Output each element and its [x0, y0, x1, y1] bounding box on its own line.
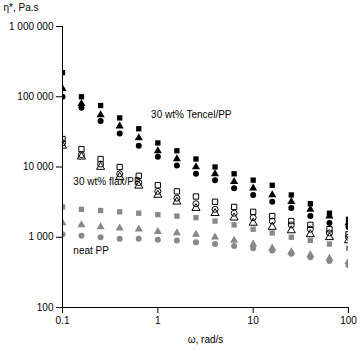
svg-text:10: 10 [248, 315, 260, 326]
svg-text:30 wt% flax/PP: 30 wt% flax/PP [73, 176, 141, 187]
svg-text:1: 1 [155, 315, 161, 326]
svg-text:100 000: 100 000 [17, 91, 54, 102]
svg-text:0.1: 0.1 [56, 315, 70, 326]
svg-text:30 wt% Tencel/PP: 30 wt% Tencel/PP [151, 109, 232, 120]
svg-text:100: 100 [37, 302, 54, 313]
svg-text:ω, rad/s: ω, rad/s [188, 334, 224, 345]
svg-text:η*, Pa.s: η*, Pa.s [4, 2, 39, 13]
svg-text:1 000 000: 1 000 000 [9, 21, 54, 32]
svg-text:neat PP: neat PP [73, 245, 109, 256]
svg-text:1 000: 1 000 [28, 231, 53, 242]
svg-text:100: 100 [340, 315, 357, 326]
svg-text:10 000: 10 000 [23, 161, 54, 172]
